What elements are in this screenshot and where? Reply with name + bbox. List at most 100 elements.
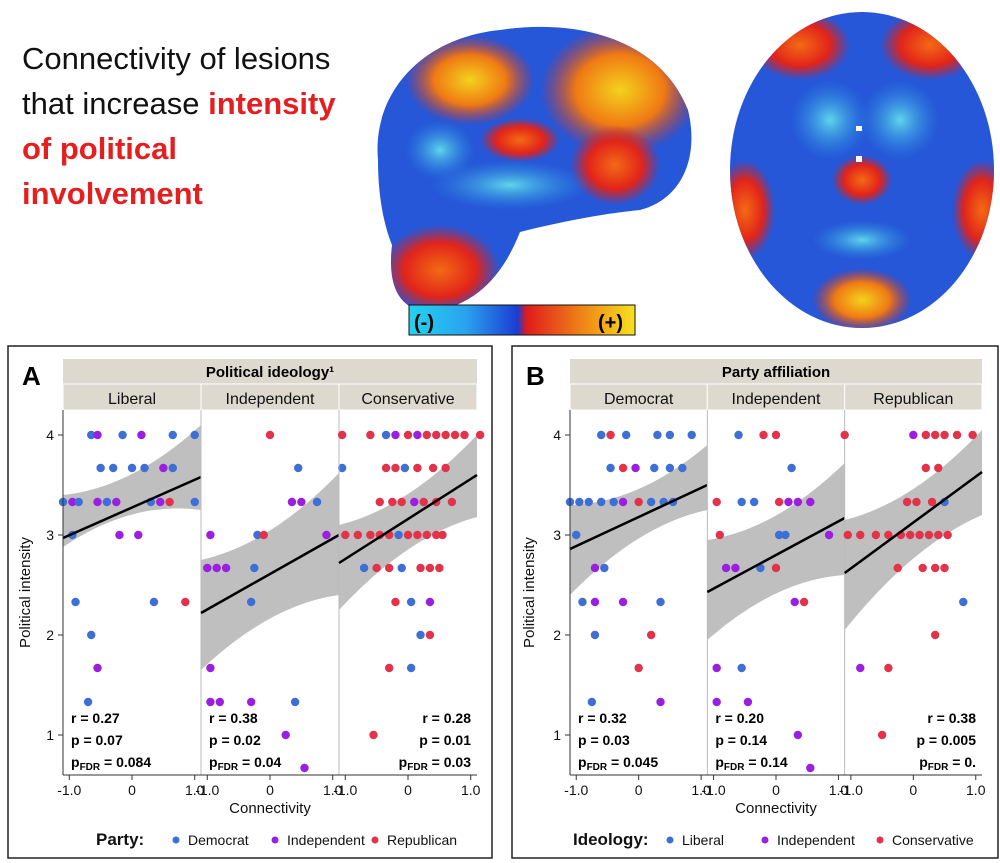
data-point: [877, 730, 887, 740]
data-point: [712, 697, 721, 707]
x-tick-label: 1.0: [323, 782, 343, 798]
stat-label: pFDR = 0.: [919, 754, 976, 773]
data-point: [843, 530, 852, 540]
facet-label: Democrat: [604, 391, 674, 408]
data-point: [422, 430, 432, 440]
data-point: [656, 597, 665, 607]
panel-letter: B: [526, 361, 545, 391]
brain-images: (-) (+): [377, 12, 994, 336]
data-point: [221, 563, 231, 573]
fit-line: [338, 473, 478, 565]
data-point: [165, 497, 174, 507]
data-point: [181, 597, 190, 607]
data-point: [168, 430, 177, 440]
panel-a: A Political ideology¹ Liberal r = 0.27 p = 0…: [7, 345, 493, 859]
x-tick-label: 0: [404, 782, 412, 798]
y-tick-label: 2: [553, 627, 561, 643]
data-point: [737, 497, 746, 507]
data-point: [413, 530, 422, 540]
data-point: [606, 430, 615, 440]
data-point: [930, 563, 940, 573]
x-axis-label: Connectivity: [229, 800, 311, 817]
data-point: [646, 497, 656, 507]
data-point: [793, 497, 803, 507]
data-point: [403, 530, 413, 540]
confidence-band: [201, 473, 339, 670]
data-point: [246, 597, 256, 607]
data-point: [108, 463, 118, 473]
stat-label: p = 0.14: [715, 732, 767, 748]
data-point: [572, 530, 581, 540]
data-point: [856, 530, 865, 540]
data-point: [731, 563, 740, 573]
data-point: [416, 563, 425, 573]
stat-value: = 0.045: [607, 754, 658, 770]
colorbar-neg-label: (-): [414, 312, 434, 334]
data-point: [687, 430, 696, 440]
legend-entry: Liberal: [682, 832, 724, 848]
data-point: [71, 597, 80, 607]
data-point: [840, 430, 849, 440]
headline: Connectivity of lesions that increase in…: [22, 36, 362, 216]
data-point: [391, 430, 400, 440]
data-point: [140, 463, 149, 473]
stat-p: p: [209, 754, 218, 770]
data-point: [678, 463, 687, 473]
data-point: [391, 463, 400, 473]
data-point: [74, 497, 83, 507]
y-axis-label: Political intensity: [521, 537, 538, 648]
data-point: [102, 497, 112, 507]
data-point: [300, 763, 309, 773]
data-point: [432, 530, 441, 540]
x-tick-label: -1.0: [564, 782, 588, 798]
data-point: [790, 597, 799, 607]
y-tick-label: 3: [46, 527, 54, 543]
stat-p: p: [715, 754, 724, 770]
data-point: [590, 597, 600, 607]
facet-strip: [338, 383, 478, 411]
data-point: [893, 563, 902, 573]
colorbar-pos-label: (+): [598, 312, 623, 334]
facet-strip: [844, 383, 983, 411]
fit-line: [569, 483, 708, 551]
data-point: [68, 497, 77, 507]
data-point: [159, 463, 168, 473]
group-title: Political ideology¹: [206, 364, 334, 381]
legend-entry: Conservative: [892, 832, 974, 848]
x-tick-label: 0: [909, 782, 917, 798]
data-point: [621, 430, 631, 440]
data-point: [441, 430, 450, 440]
stat-p: p: [578, 754, 587, 770]
data-point: [618, 597, 628, 607]
data-point: [450, 430, 460, 440]
stat-label: p = 0.01: [419, 732, 471, 748]
axial-brain: [730, 12, 994, 328]
data-point: [578, 597, 587, 607]
data-point: [190, 497, 199, 507]
legend-marker: [271, 836, 279, 844]
data-point: [87, 430, 96, 440]
data-point: [287, 497, 297, 507]
data-point: [634, 497, 643, 507]
data-point: [203, 563, 212, 573]
data-point: [425, 630, 435, 640]
data-point: [93, 497, 102, 507]
data-point: [575, 497, 584, 507]
data-point: [587, 697, 597, 707]
data-point: [597, 497, 606, 507]
stat-subscript: FDR: [218, 762, 239, 773]
y-tick-label: 4: [46, 427, 54, 443]
data-point: [743, 697, 753, 707]
data-point: [87, 630, 96, 640]
data-point: [759, 430, 768, 440]
sagittal-brain: [377, 26, 692, 313]
data-point: [391, 597, 400, 607]
legend-marker: [666, 836, 674, 844]
data-point: [384, 663, 394, 673]
data-point: [297, 497, 306, 507]
data-point: [156, 497, 165, 507]
stat-label: r = 0.27: [71, 710, 120, 726]
data-point: [793, 730, 803, 740]
data-point: [93, 663, 102, 673]
legend-marker: [761, 836, 769, 844]
